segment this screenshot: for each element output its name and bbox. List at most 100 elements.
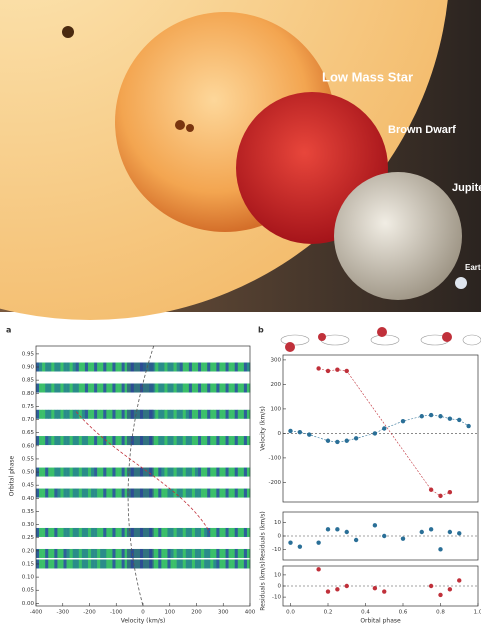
- stripe-cell: [118, 559, 122, 569]
- stripe-cell: [243, 362, 248, 372]
- stripe-cell: [48, 409, 52, 419]
- earth: [455, 277, 467, 289]
- stripe-cell: [237, 559, 242, 569]
- stripe-cell: [72, 362, 77, 372]
- stripe-cell: [176, 436, 180, 446]
- stripe-cell: [204, 559, 208, 569]
- stripe-cell: [194, 527, 199, 537]
- stripe-cell: [198, 527, 202, 537]
- stripe-cell: [60, 383, 64, 393]
- stripe-cell: [231, 436, 236, 446]
- data-point: [307, 432, 312, 437]
- stripe-cell: [240, 559, 245, 569]
- stripe-cell: [185, 383, 190, 393]
- stripe-cell: [112, 362, 116, 372]
- stripe-cell: [115, 527, 119, 537]
- stripe-cell: [237, 527, 242, 537]
- stripe-cell: [106, 559, 110, 569]
- data-point: [316, 567, 321, 572]
- stripe-cell: [207, 467, 211, 477]
- stripe-cell: [231, 409, 236, 419]
- stripe-cell: [152, 362, 156, 372]
- stripe-cell: [106, 548, 110, 558]
- stripe-cell: [66, 488, 70, 498]
- stripe-cell: [42, 559, 46, 569]
- stripe-cell: [201, 559, 205, 569]
- stripe-cell: [228, 409, 232, 419]
- stripe-cell: [54, 527, 58, 537]
- stripe-cell: [173, 527, 177, 537]
- stripe-cell: [198, 467, 202, 477]
- stripe-cell: [152, 548, 156, 558]
- stripe-cell: [87, 467, 92, 477]
- stripe-cell: [210, 409, 214, 419]
- stripe-cell: [121, 548, 125, 558]
- stripe-cell: [210, 548, 214, 558]
- stripe-cell: [42, 383, 46, 393]
- y-axis-label: Velocity (km/s): [260, 406, 267, 451]
- stripe-cell: [51, 559, 55, 569]
- stripe-cell: [161, 362, 165, 372]
- stripe-cell: [222, 488, 226, 498]
- stripe-cell: [225, 527, 229, 537]
- stripe-cell: [48, 527, 52, 537]
- stripe-cell: [72, 527, 77, 537]
- stripe-cell: [167, 488, 171, 498]
- stripe-cell: [112, 559, 116, 569]
- stripe-cell: [91, 383, 95, 393]
- stripe-cell: [188, 548, 193, 558]
- stripe-cell: [39, 436, 43, 446]
- stripe-cell: [57, 527, 61, 537]
- stripe-cell: [225, 436, 229, 446]
- data-point: [372, 523, 378, 528]
- stripe-cell: [87, 559, 92, 569]
- stripe-cell: [219, 467, 223, 477]
- stripe-cell: [66, 436, 70, 446]
- y-tick-label: -10: [272, 547, 281, 553]
- stripe-cell: [188, 362, 193, 372]
- stripe-cell: [39, 548, 43, 558]
- stripe-cell: [152, 488, 156, 498]
- stripe-cell: [84, 362, 89, 372]
- spectrum-stripe: [36, 488, 251, 498]
- stripe-cell: [198, 559, 202, 569]
- stripe-cell: [109, 559, 113, 569]
- stripe-cell: [121, 467, 125, 477]
- stripe-cell: [207, 488, 211, 498]
- stripe-cell: [216, 527, 220, 537]
- data-point: [325, 589, 331, 594]
- data-point: [400, 418, 406, 424]
- stripe-cell: [198, 383, 202, 393]
- stripe-cell: [91, 436, 95, 446]
- stripe-cell: [112, 527, 116, 537]
- y-tick-label: 0.15: [22, 561, 35, 567]
- stripe-cell: [97, 383, 101, 393]
- stripe-cell: [191, 527, 196, 537]
- stripe-cell: [219, 362, 223, 372]
- stripe-cell: [115, 362, 119, 372]
- stripe-cell: [91, 467, 95, 477]
- stripe-cell: [158, 362, 162, 372]
- stripe-cell: [78, 527, 83, 537]
- stripe-cell: [167, 383, 171, 393]
- data-point: [353, 537, 359, 543]
- stripe-cell: [225, 409, 229, 419]
- stripe-cell: [106, 527, 110, 537]
- stripe-cell: [84, 436, 89, 446]
- stripe-cell: [36, 527, 40, 537]
- data-point: [344, 438, 349, 443]
- stripe-cell: [222, 527, 226, 537]
- stripe-cell: [219, 488, 223, 498]
- stripe-cell: [51, 409, 55, 419]
- data-point: [457, 531, 462, 536]
- stripe-cell: [121, 527, 125, 537]
- stripe-cell: [118, 467, 122, 477]
- stripe-cell: [191, 409, 196, 419]
- stripe-cell: [42, 548, 46, 558]
- stripe-cell: [51, 383, 55, 393]
- stripe-cell: [115, 409, 119, 419]
- stripe-core: [126, 548, 154, 558]
- stripe-cell: [81, 436, 86, 446]
- stripe-cell: [57, 436, 61, 446]
- stripe-cell: [194, 436, 199, 446]
